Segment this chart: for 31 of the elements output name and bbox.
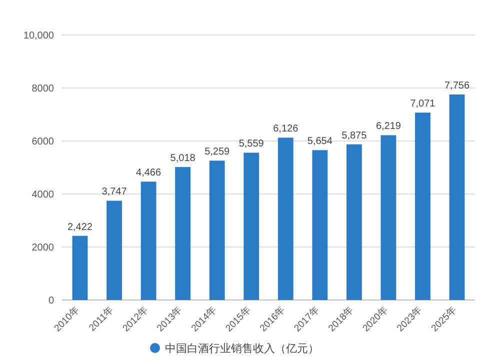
bar — [449, 94, 465, 300]
y-tick-label: 2000 — [32, 242, 54, 254]
data-label: 6,126 — [273, 124, 299, 135]
bar — [346, 144, 362, 300]
legend-label: 中国白酒行业销售收入（亿元） — [165, 342, 319, 355]
bar — [209, 160, 225, 300]
data-label: 6,219 — [376, 121, 402, 132]
bar — [312, 150, 328, 300]
data-label: 7,071 — [410, 98, 436, 110]
bar — [106, 200, 122, 300]
data-label: 2,422 — [67, 222, 93, 233]
bar — [175, 167, 191, 300]
data-label: 4,466 — [136, 168, 162, 179]
data-label: 5,875 — [342, 130, 368, 142]
data-label: 5,259 — [204, 146, 230, 158]
data-label: 5,018 — [170, 153, 196, 164]
data-label: 5,654 — [307, 136, 333, 148]
y-tick-label: 8000 — [32, 84, 54, 94]
y-tick-label: 0 — [48, 296, 54, 306]
bar — [140, 182, 156, 300]
y-tick-label: 10,000 — [23, 30, 54, 42]
data-label: 5,559 — [238, 138, 264, 150]
bar — [72, 236, 88, 300]
bar — [380, 135, 396, 300]
bar — [415, 112, 430, 300]
data-label: 3,747 — [102, 186, 128, 198]
bar — [244, 152, 260, 300]
data-label: 7,756 — [444, 80, 470, 92]
y-tick-label: 4000 — [32, 190, 54, 200]
bar — [278, 138, 294, 300]
y-tick-label: 6000 — [32, 136, 54, 148]
